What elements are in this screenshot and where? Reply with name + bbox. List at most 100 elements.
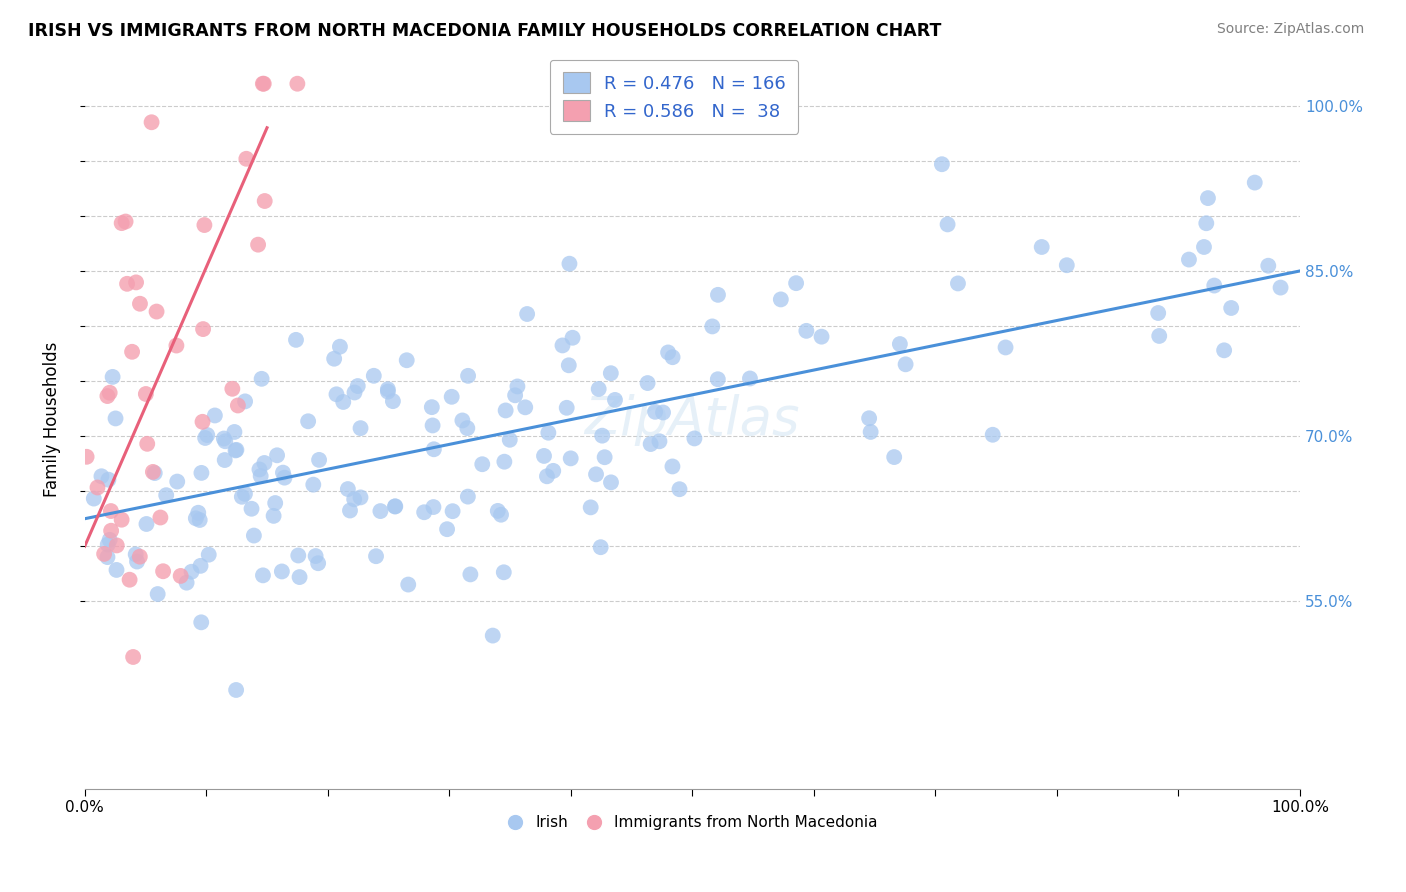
Point [118, 573, 141, 587]
Point [128, 549, 150, 564]
Point [536, 469, 558, 483]
Point [195, 428, 218, 442]
Point [889, 337, 911, 351]
Point [253, 456, 276, 470]
Point [1204, 278, 1226, 293]
Point [252, 77, 274, 91]
Point [994, 341, 1017, 355]
Point [145, 304, 167, 318]
Point [214, 453, 236, 467]
Point [683, 432, 706, 446]
Point [769, 293, 792, 307]
Point [224, 425, 246, 439]
Point [243, 528, 266, 542]
Point [233, 394, 256, 409]
Point [263, 508, 285, 523]
Point [197, 548, 219, 562]
Point [377, 384, 399, 399]
Point [307, 556, 329, 570]
Point [100, 504, 122, 518]
Point [1192, 240, 1215, 254]
Point [114, 214, 136, 228]
Point [302, 477, 325, 491]
Point [1147, 329, 1170, 343]
Point [125, 555, 148, 569]
Point [253, 77, 276, 91]
Point [100, 524, 122, 538]
Point [503, 388, 526, 402]
Point [558, 359, 581, 373]
Point [1031, 240, 1053, 254]
Point [111, 216, 134, 230]
Point [194, 431, 217, 445]
Point [190, 466, 212, 480]
Point [191, 415, 214, 429]
Point [225, 442, 247, 457]
Point [122, 650, 145, 665]
Point [111, 513, 134, 527]
Point [1243, 176, 1265, 190]
Point [191, 322, 214, 336]
Point [96, 389, 118, 403]
Point [796, 324, 818, 338]
Point [343, 492, 366, 507]
Point [270, 565, 292, 579]
Point [166, 475, 188, 489]
Point [98, 385, 121, 400]
Point [143, 466, 166, 480]
Text: ZipAtlas: ZipAtlas [585, 393, 800, 446]
Point [471, 457, 494, 471]
Point [644, 405, 666, 419]
Point [323, 351, 346, 366]
Point [187, 506, 209, 520]
Point [883, 450, 905, 464]
Point [96, 550, 118, 565]
Point [600, 475, 623, 490]
Point [1195, 216, 1218, 230]
Point [1270, 280, 1292, 294]
Legend: Irish, Immigrants from North Macedonia: Irish, Immigrants from North Macedonia [502, 809, 883, 836]
Point [1147, 306, 1170, 320]
Y-axis label: Family Households: Family Households [44, 342, 60, 498]
Point [810, 329, 832, 343]
Point [936, 218, 959, 232]
Point [489, 508, 512, 522]
Point [456, 421, 478, 435]
Point [332, 395, 354, 409]
Point [384, 500, 406, 514]
Point [506, 379, 529, 393]
Point [288, 570, 311, 584]
Point [141, 115, 163, 129]
Point [212, 432, 235, 446]
Point [193, 218, 215, 232]
Point [384, 500, 406, 514]
Point [226, 399, 249, 413]
Point [97, 538, 120, 552]
Point [558, 257, 581, 271]
Point [593, 450, 616, 465]
Point [149, 510, 172, 524]
Point [304, 549, 326, 563]
Point [363, 368, 385, 383]
Point [136, 437, 159, 451]
Point [90, 469, 112, 483]
Point [101, 370, 124, 384]
Point [240, 501, 263, 516]
Point [396, 577, 419, 591]
Point [381, 394, 404, 409]
Point [1257, 259, 1279, 273]
Point [579, 500, 602, 515]
Point [395, 353, 418, 368]
Point [249, 469, 271, 483]
Point [129, 297, 152, 311]
Point [188, 513, 211, 527]
Point [499, 433, 522, 447]
Point [170, 569, 193, 583]
Point [98, 533, 121, 547]
Point [585, 467, 607, 482]
Point [190, 558, 212, 573]
Point [249, 462, 271, 476]
Point [231, 490, 253, 504]
Point [702, 319, 724, 334]
Point [537, 425, 560, 440]
